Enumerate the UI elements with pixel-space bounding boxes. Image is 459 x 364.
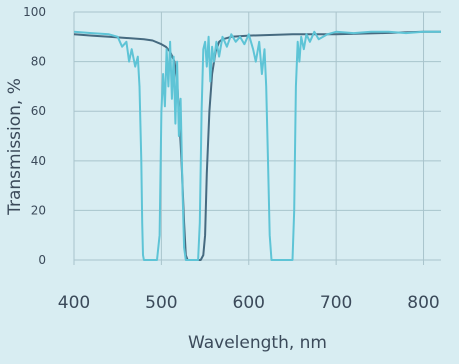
y-tick-label: 100: [23, 5, 46, 19]
x-tick-label: 400: [58, 293, 90, 313]
x-tick-label: 500: [145, 293, 177, 313]
x-tick-label: 800: [407, 293, 439, 313]
x-tick-label: 700: [320, 293, 352, 313]
x-tick-label: 600: [233, 293, 265, 313]
y-axis-label: Transmission, %: [5, 78, 25, 216]
x-axis-label: Wavelength, nm: [188, 333, 327, 353]
y-tick-label: 60: [31, 104, 46, 118]
y-tick-label: 0: [38, 253, 46, 267]
y-tick-label: 80: [31, 55, 46, 69]
y-tick-label: 20: [31, 203, 46, 217]
y-tick-label: 40: [31, 154, 46, 168]
